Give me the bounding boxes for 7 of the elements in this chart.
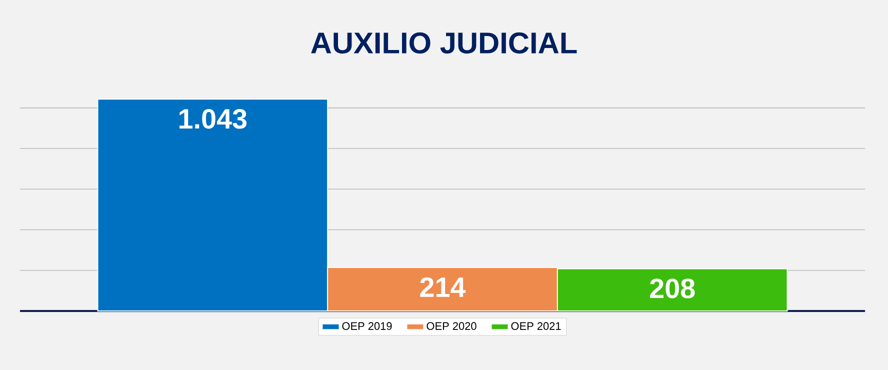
data-label: 208 xyxy=(650,278,695,298)
data-label: 1.043 xyxy=(180,108,247,129)
legend-label: OEP 2021 xyxy=(511,322,561,330)
legend-label: OEP 2019 xyxy=(342,322,392,330)
chart-title: AUXILIO JUDICIAL xyxy=(311,32,577,54)
legend-label: OEP 2020 xyxy=(426,322,476,330)
data-label: 214 xyxy=(420,277,466,297)
